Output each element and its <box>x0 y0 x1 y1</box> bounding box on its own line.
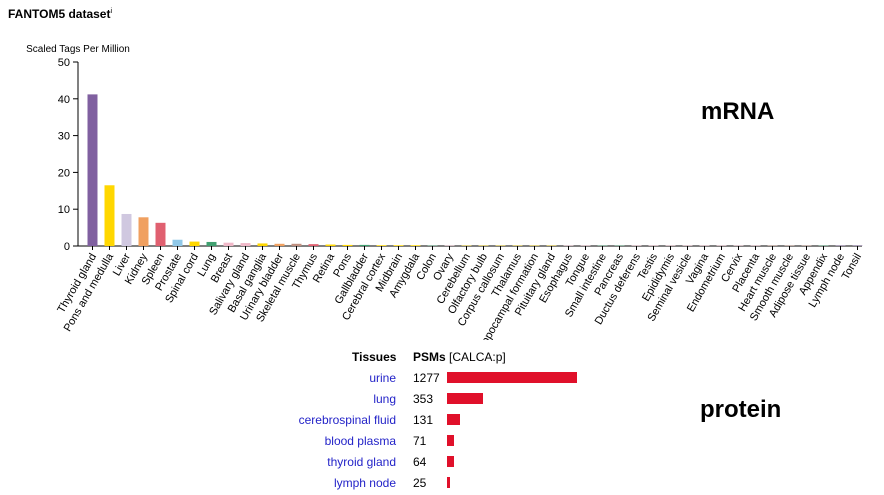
psm-bar <box>447 393 483 404</box>
protein-row: urine 1277 <box>270 368 610 389</box>
bar-pons <box>342 244 353 246</box>
protein-row: thyroid gland 64 <box>270 452 610 473</box>
tissue-link[interactable]: blood plasma <box>324 434 396 448</box>
psm-bar <box>447 435 455 446</box>
bar-pons-and-medulla <box>104 185 115 246</box>
psm-bar <box>447 456 454 467</box>
y-axis-label: Scaled Tags Per Million <box>26 44 130 55</box>
psm-bar <box>447 477 450 488</box>
bar-gallbladder <box>359 244 370 246</box>
tissue-link[interactable]: lung <box>373 392 396 406</box>
bar-liver <box>121 213 132 246</box>
protein-row: lung 353 <box>270 389 610 410</box>
tissue-link[interactable]: cerebrospinal fluid <box>298 413 396 427</box>
psm-value: 353 <box>413 392 434 406</box>
bar-amygdala <box>410 245 421 246</box>
bar-breast <box>223 242 234 246</box>
mrna-bar-chart: Scaled Tags Per Million01020304050Thyroi… <box>26 44 864 340</box>
y-tick-label: 10 <box>58 204 70 216</box>
protein-row: blood plasma 71 <box>270 431 610 452</box>
tissue-link[interactable]: lymph node <box>333 476 396 490</box>
bar-prostate <box>172 239 183 246</box>
bar-midbrain <box>393 245 404 246</box>
gene-label: [CALCA:p] <box>449 350 506 364</box>
info-icon[interactable]: i <box>110 8 113 15</box>
psm-value: 64 <box>413 455 427 469</box>
bar-kidney <box>138 217 149 246</box>
bar-cerebral-cortex <box>376 245 387 246</box>
mrna-label: mRNA <box>701 98 775 125</box>
psm-value: 131 <box>413 413 434 427</box>
y-tick-label: 0 <box>64 241 70 253</box>
y-tick-label: 40 <box>58 94 70 106</box>
bar-retina <box>325 244 336 246</box>
page-title: FANTOM5 dataseti <box>8 7 113 21</box>
bar-lung <box>206 241 217 246</box>
tissues-header: Tissues <box>352 350 397 364</box>
bar-thyroid-gland <box>87 94 98 246</box>
psm-value: 1277 <box>413 371 440 385</box>
y-tick-label: 50 <box>58 57 70 69</box>
psms-header: PSMs [CALCA:p] <box>413 348 506 366</box>
bar-thymus <box>308 244 319 246</box>
protein-label: protein <box>700 396 782 423</box>
bar-skeletal-muscle <box>291 243 302 246</box>
bar-salivary-gland <box>240 243 251 246</box>
psm-value: 71 <box>413 434 427 448</box>
y-tick-label: 30 <box>58 131 70 143</box>
psms-header-label: PSMs <box>413 350 446 364</box>
psm-bar <box>447 372 577 383</box>
bar-spinal-cord <box>189 241 200 246</box>
bar-basal-ganglia <box>257 243 268 246</box>
y-tick-label: 20 <box>58 167 70 179</box>
bar-urinary-bladder <box>274 243 285 246</box>
protein-row: lymph node 25 <box>270 473 610 494</box>
tissue-link[interactable]: thyroid gland <box>327 455 396 469</box>
protein-row: cerebrospinal fluid 131 <box>270 410 610 431</box>
bar-spleen <box>155 222 166 246</box>
tissue-link[interactable]: urine <box>369 371 396 385</box>
psm-bar <box>447 414 461 425</box>
psm-value: 25 <box>413 476 427 490</box>
